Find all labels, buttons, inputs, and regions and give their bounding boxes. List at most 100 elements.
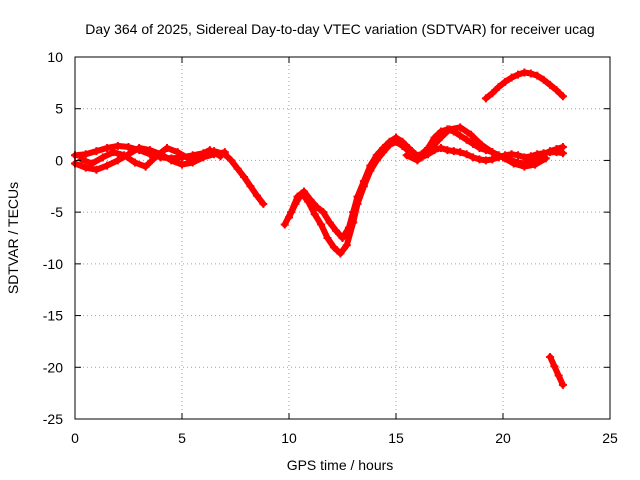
data-point	[520, 68, 529, 77]
data-point	[163, 144, 172, 153]
data-point	[445, 125, 454, 134]
data-point	[449, 147, 458, 156]
data-point	[546, 352, 555, 361]
data-point	[310, 210, 319, 219]
y-tick-label: -15	[43, 308, 63, 324]
data-point	[552, 145, 561, 154]
x-tick-label: 5	[178, 430, 186, 446]
data-point	[252, 191, 261, 200]
data-point	[259, 199, 268, 208]
y-tick-label: -5	[51, 204, 64, 220]
data-point	[173, 148, 182, 157]
data-point	[533, 71, 542, 80]
data-point	[88, 159, 97, 168]
x-tick-label: 25	[602, 430, 618, 446]
data-series-layer	[71, 68, 567, 389]
data-point	[481, 156, 490, 165]
x-tick-label: 20	[495, 430, 511, 446]
data-point	[205, 146, 214, 155]
data-point	[469, 139, 478, 148]
data-point	[469, 153, 478, 162]
data-point	[103, 161, 112, 170]
y-tick-label: 5	[55, 101, 63, 117]
x-tick-label: 10	[281, 430, 297, 446]
data-point	[554, 371, 563, 380]
data-point	[297, 189, 306, 198]
data-point	[280, 220, 289, 229]
data-point	[113, 141, 122, 150]
data-point	[323, 234, 332, 242]
data-point	[77, 155, 86, 164]
data-point	[195, 151, 204, 160]
data-point	[539, 75, 548, 84]
data-point	[184, 154, 193, 163]
data-point	[349, 218, 358, 227]
data-point	[317, 220, 326, 229]
data-point	[332, 226, 341, 235]
data-point	[92, 147, 101, 156]
data-point	[558, 142, 567, 151]
data-point	[477, 140, 486, 149]
series-track-h	[546, 352, 567, 389]
data-point	[531, 160, 540, 169]
data-point	[325, 218, 334, 227]
data-point	[240, 172, 249, 181]
data-point	[152, 152, 161, 161]
data-point	[336, 249, 345, 258]
data-point	[145, 146, 154, 155]
data-point	[216, 152, 225, 161]
data-point	[552, 86, 561, 95]
data-point	[329, 243, 338, 252]
data-point	[366, 166, 375, 175]
data-point	[413, 156, 422, 165]
data-point	[291, 199, 300, 208]
data-point	[481, 94, 490, 103]
data-point	[141, 162, 150, 171]
data-point	[120, 151, 129, 160]
data-point	[488, 155, 497, 164]
data-point	[488, 148, 497, 157]
data-point	[338, 234, 347, 242]
data-point	[526, 69, 535, 78]
data-point	[513, 70, 522, 79]
data-point	[135, 144, 144, 153]
grid-lines	[75, 57, 610, 419]
data-point	[285, 213, 293, 222]
data-point	[443, 146, 452, 155]
data-point	[402, 151, 411, 160]
data-point	[124, 142, 133, 151]
series-track-c	[77, 144, 225, 171]
data-point	[494, 82, 503, 91]
chart-title: Day 364 of 2025, Sidereal Day-to-day VTE…	[85, 21, 594, 37]
data-point	[456, 123, 465, 132]
data-point	[353, 199, 362, 208]
plot-frame	[74, 56, 611, 420]
data-point	[103, 144, 112, 153]
data-point	[424, 148, 433, 157]
data-point	[304, 197, 313, 206]
series-track-f	[402, 123, 550, 171]
data-point	[81, 150, 90, 159]
series-trace	[547, 353, 566, 388]
data-point	[456, 131, 465, 140]
data-point	[220, 148, 229, 157]
data-point	[462, 135, 471, 144]
data-point	[499, 153, 507, 162]
data-point	[558, 380, 567, 389]
data-point	[558, 92, 567, 101]
data-point	[501, 77, 510, 86]
data-point	[541, 154, 550, 163]
data-point	[550, 362, 559, 371]
data-point	[520, 162, 529, 171]
data-point	[113, 156, 122, 165]
data-point	[507, 73, 516, 82]
data-point	[98, 153, 107, 162]
data-point	[456, 148, 465, 157]
data-point	[227, 156, 236, 165]
data-point	[434, 135, 443, 144]
data-point	[109, 148, 118, 157]
data-point	[130, 158, 139, 167]
data-point	[513, 151, 522, 160]
data-point	[488, 89, 497, 98]
series-track-e	[285, 125, 567, 258]
